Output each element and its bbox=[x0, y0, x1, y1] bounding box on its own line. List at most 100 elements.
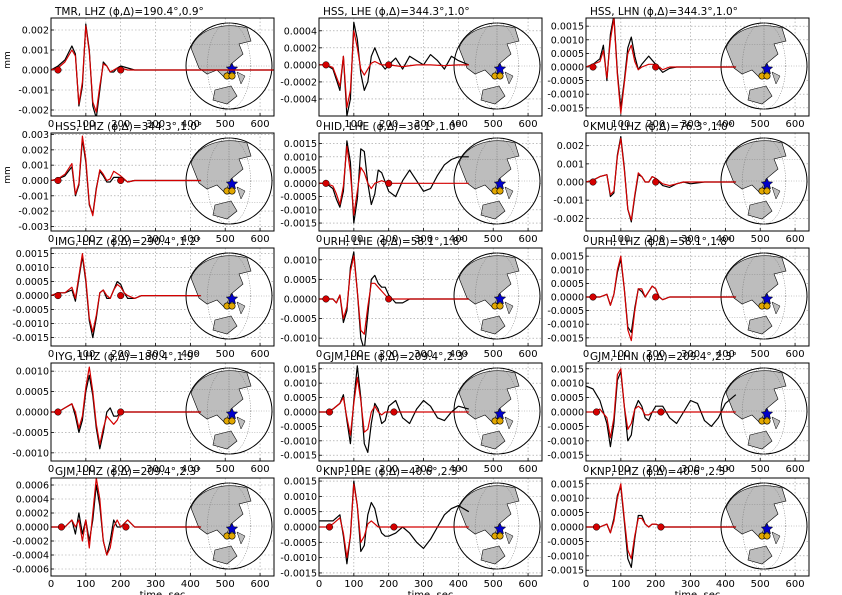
x-tick-label: 0 bbox=[48, 349, 54, 360]
globe-inset bbox=[720, 482, 808, 570]
y-tick-label: -0.0004 bbox=[12, 551, 49, 562]
australia-landmass bbox=[747, 545, 773, 565]
epicenter-star-icon bbox=[225, 62, 239, 75]
globe-inset bbox=[453, 137, 541, 225]
window-marker bbox=[589, 178, 597, 186]
seismogram-panel: URH, LHE (ϕ,Δ)=58.1°,1.8°0 100 200 300 400 50… bbox=[280, 236, 543, 360]
y-tick-label: -0.0015 bbox=[547, 566, 584, 577]
x-tick-label: 200 bbox=[379, 119, 398, 130]
island bbox=[504, 301, 514, 315]
y-tick-label: -0.0005 bbox=[280, 192, 317, 203]
y-tick-label: -0.0015 bbox=[280, 568, 317, 579]
x-tick-label: 300 bbox=[414, 119, 433, 130]
window-marker bbox=[117, 176, 125, 185]
y-tick-label: 0.0015 bbox=[16, 249, 49, 260]
seismogram-panel: KMU, LHZ (ϕ,Δ)=76.3°,1.0°0 100 200 300 400 50… bbox=[553, 121, 810, 245]
trace-group bbox=[319, 365, 469, 453]
y-tick-label: -0.0010 bbox=[280, 553, 317, 564]
epicenter-star-icon bbox=[225, 177, 239, 190]
australia-landmass bbox=[212, 545, 238, 565]
y-tick-label: -0.001 bbox=[18, 191, 49, 202]
meridian-line bbox=[742, 137, 786, 225]
y-tick-label: -0.0006 bbox=[12, 565, 49, 576]
island bbox=[236, 301, 246, 315]
y-tick-label: 0.000 bbox=[22, 176, 49, 187]
globe-inset bbox=[720, 137, 808, 225]
y-tick-label: 0.0000 bbox=[284, 294, 317, 305]
seismogram-panel: GJM, LHE (ϕ,Δ)=209.4°,2.3°0 100 200 300 400 5… bbox=[280, 351, 543, 475]
seismogram-panel: HID, LHE (ϕ,Δ)=36.1°,1.0°0 100 200 300 400 50… bbox=[280, 121, 543, 245]
seismogram-panel: HSS, LHN (ϕ,Δ)=344.3°,1.0° 0 100 200 300 400 5… bbox=[547, 6, 810, 130]
x-tick-label: 0 bbox=[48, 579, 54, 590]
x-tick-label: 600 bbox=[251, 119, 270, 130]
asia-landmass bbox=[190, 370, 252, 424]
window-marker bbox=[117, 66, 125, 74]
x-tick-label: 300 bbox=[146, 579, 165, 590]
meridian-line bbox=[475, 137, 519, 225]
x-tick-label: 400 bbox=[181, 464, 200, 475]
seismogram-panel: URH, LHZ (ϕ,Δ)=58.1°,1.8°0 100 200 300 400 50… bbox=[547, 236, 810, 360]
y-tick-label: 0.0005 bbox=[284, 507, 317, 518]
x-tick-label: 0 bbox=[316, 464, 322, 475]
window-marker bbox=[57, 523, 66, 531]
y-tick-label: 0.0010 bbox=[284, 255, 317, 266]
globe-inset bbox=[720, 22, 808, 110]
observed-trace bbox=[319, 140, 469, 224]
x-tick-label: 0 bbox=[48, 119, 54, 130]
epicenter-star-icon bbox=[760, 62, 774, 75]
globe-inset bbox=[185, 137, 273, 225]
panel-grid: TMR, LHZ (ϕ,Δ)=190.4°,0.9° 0 100 200 300 400 5… bbox=[12, 6, 810, 595]
station-marker bbox=[763, 417, 771, 425]
y-tick-label: 0.0010 bbox=[284, 492, 317, 503]
x-tick-label: 500 bbox=[484, 579, 503, 590]
y-tick-label: 0.0015 bbox=[551, 252, 584, 263]
panel-frame bbox=[318, 477, 543, 577]
globe-inset bbox=[453, 22, 541, 110]
x-tick-label: 300 bbox=[146, 349, 165, 360]
y-unit-label-row1: mm bbox=[3, 51, 13, 69]
x-tick-label: 100 bbox=[76, 579, 95, 590]
x-axis-label: time, sec bbox=[140, 590, 186, 595]
australia-landmass bbox=[480, 315, 506, 335]
x-tick-label: 400 bbox=[181, 349, 200, 360]
x-tick-label: 500 bbox=[484, 349, 503, 360]
meridian-line bbox=[475, 482, 519, 570]
y-tick-label: 0.001 bbox=[22, 46, 49, 57]
y-tick-label: -0.0005 bbox=[280, 314, 317, 325]
window-marker bbox=[652, 293, 660, 301]
y-tick-label: 0.0000 bbox=[284, 60, 317, 71]
y-tick-label: 0.0005 bbox=[284, 166, 317, 177]
meridian-line bbox=[207, 367, 251, 455]
x-tick-label: 600 bbox=[251, 234, 270, 245]
trace-group bbox=[586, 483, 736, 568]
x-tick-label: 200 bbox=[646, 349, 665, 360]
panel-title: GJM, LHE (ϕ,Δ)=209.4°,2.3° bbox=[323, 351, 469, 363]
x-tick-label: 400 bbox=[449, 579, 468, 590]
x-tick-label: 400 bbox=[449, 119, 468, 130]
x-tick-label: 200 bbox=[646, 579, 665, 590]
x-tick-label: 400 bbox=[716, 119, 735, 130]
synthetic-trace bbox=[319, 30, 469, 109]
window-marker bbox=[390, 408, 398, 416]
panel-frame bbox=[585, 477, 810, 577]
x-tick-label: 300 bbox=[681, 349, 700, 360]
y-tick-label: 0.0000 bbox=[16, 291, 49, 302]
y-tick-label: 0.0010 bbox=[551, 265, 584, 276]
station-marker bbox=[228, 532, 236, 540]
x-tick-label: 200 bbox=[379, 349, 398, 360]
panel-title: HSS, LHZ (ϕ,Δ)=344.3°,1.0° bbox=[55, 121, 202, 133]
x-tick-label: 300 bbox=[681, 234, 700, 245]
x-tick-label: 300 bbox=[146, 464, 165, 475]
window-marker bbox=[385, 61, 393, 69]
panel-title: IYG, LHZ (ϕ,Δ)=180.4°,1.9° bbox=[55, 351, 199, 363]
x-tick-label: 0 bbox=[583, 349, 589, 360]
y-tick-label: 0.0010 bbox=[551, 379, 584, 390]
x-tick-label: 300 bbox=[414, 349, 433, 360]
x-tick-label: 200 bbox=[111, 464, 130, 475]
globe-inset bbox=[185, 22, 273, 110]
meridian-line bbox=[475, 22, 519, 110]
panel-title: TMR, LHZ (ϕ,Δ)=190.4°,0.9° bbox=[54, 6, 204, 18]
seismogram-panel: IMG, LHZ (ϕ,Δ)=290.4°,1.2°0 100 200 300 400 5… bbox=[12, 236, 275, 360]
synthetic-trace bbox=[51, 478, 201, 556]
